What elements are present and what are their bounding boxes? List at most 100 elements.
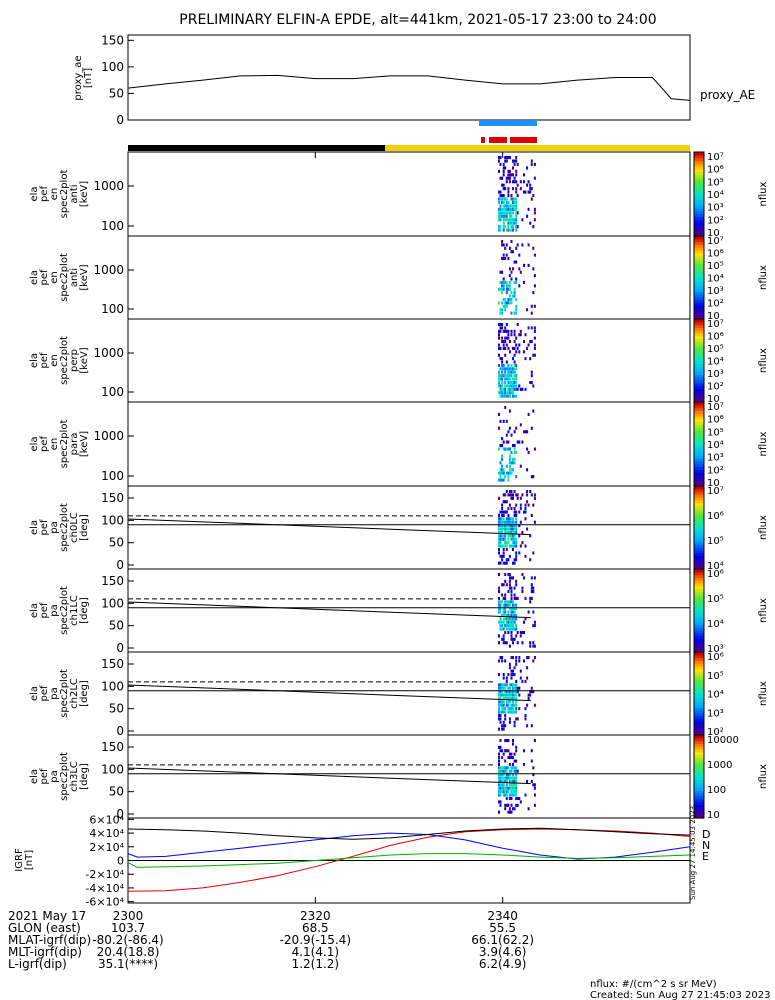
colorbar-step [694, 480, 704, 484]
spec-cell [498, 517, 500, 521]
spec-cell [505, 180, 508, 184]
spec-cell [508, 169, 511, 173]
colorbar-step [694, 588, 704, 592]
spec-cell [498, 377, 500, 381]
spec-cell [523, 659, 525, 663]
spec-cell [504, 211, 507, 215]
colorbar-step [694, 455, 704, 459]
spec-cell [502, 720, 505, 724]
spec-cell [505, 228, 508, 232]
colorbar-step [694, 269, 704, 273]
spec-cell [532, 644, 535, 648]
spec-cell [505, 287, 508, 291]
spec-cell [515, 700, 518, 704]
spec-cell [505, 253, 508, 257]
igrf-ytick-label: -4×10⁴ [85, 882, 124, 895]
colorbar-step [694, 168, 704, 173]
spec-cell [508, 620, 511, 624]
spec-cell [505, 360, 508, 364]
spec-cell [505, 490, 508, 494]
spec-ylabel: ela pef en spec2plot para [keV] [29, 420, 90, 469]
spec-cell [498, 586, 500, 590]
spec-cell [498, 527, 500, 531]
spec-cell [498, 156, 500, 160]
spec-cell [499, 769, 502, 773]
spec-cell [504, 693, 507, 697]
spec-cell [515, 503, 518, 507]
spec-cell [515, 277, 518, 281]
colorbar-step [694, 449, 704, 453]
spec-cell [502, 551, 505, 555]
colorbar-label: nflux [758, 348, 769, 373]
spec-cell [515, 634, 518, 638]
spec-cell [513, 786, 516, 790]
spec-cell [499, 534, 502, 538]
spec-cell [513, 807, 516, 811]
spec-cell [508, 710, 511, 714]
spec-cell [512, 756, 514, 760]
colorbar-step [694, 618, 704, 623]
colorbar-step [694, 765, 704, 769]
spec-cell [513, 710, 516, 714]
spec-cell [499, 790, 502, 794]
spec-cell [498, 346, 500, 350]
colorbar-step [694, 413, 704, 417]
colorbar-step [694, 299, 704, 303]
spec-cell [508, 350, 511, 354]
spec-cell [530, 596, 533, 600]
spec-cell [526, 493, 529, 497]
spec-cell [513, 450, 516, 455]
axis-row-value: 1.2(1.2) [292, 957, 340, 971]
spec-cell [519, 333, 522, 337]
spec-cell [504, 541, 507, 545]
axis-row-label: MLT-igrf(dip) [8, 945, 82, 959]
ylabel-line: [nT] [83, 68, 94, 88]
axis-row-value: -20.9(-15.4) [280, 933, 351, 947]
colorbar-step [694, 260, 704, 265]
spec-cell [510, 381, 513, 385]
spec-cell [504, 329, 507, 333]
spec-cell [530, 326, 533, 330]
spec-frame [127, 401, 691, 487]
spec-cell [512, 673, 514, 677]
spec-cell [502, 703, 505, 707]
spec-cell [524, 507, 527, 511]
colorbar-step [694, 541, 704, 545]
spec-cell [515, 579, 518, 583]
spec-cell [508, 301, 511, 305]
spec-cell [505, 769, 508, 773]
spec-cell [502, 304, 505, 308]
colorbar-step [694, 638, 704, 642]
ylabel-line: ch2LC [69, 678, 80, 709]
spec-cell [498, 513, 500, 517]
axis-row-value: 2300 [113, 909, 144, 923]
spec-cell [505, 558, 508, 562]
spec-cells [498, 656, 536, 731]
spec-ytick-label: 100 [101, 302, 124, 316]
spec-cell [498, 590, 500, 594]
spec-cell [530, 426, 533, 430]
colorbar-tick-label: 1000 [707, 760, 732, 771]
spec-ytick-label: 100 [101, 679, 124, 693]
spec-cell [512, 627, 514, 631]
spec-cell [505, 471, 508, 475]
colorbar-step [694, 202, 704, 206]
spec-cell [510, 507, 513, 511]
spec-cell [513, 720, 516, 724]
spec-cell [504, 218, 507, 222]
spec-cell [521, 631, 524, 635]
spec-cell [512, 394, 514, 398]
spec-cell [532, 590, 535, 594]
spec-cell [512, 166, 514, 170]
spec-cell [508, 686, 511, 690]
spec-cell [505, 793, 508, 797]
spec-cell [502, 693, 505, 697]
spec-cell [498, 766, 500, 770]
colorbar-step [694, 627, 704, 631]
colorbar-step [694, 388, 704, 392]
spec-cell [501, 214, 504, 218]
spec-cell [507, 346, 510, 350]
colorbar-step [694, 421, 704, 425]
spec-cell [513, 280, 516, 284]
